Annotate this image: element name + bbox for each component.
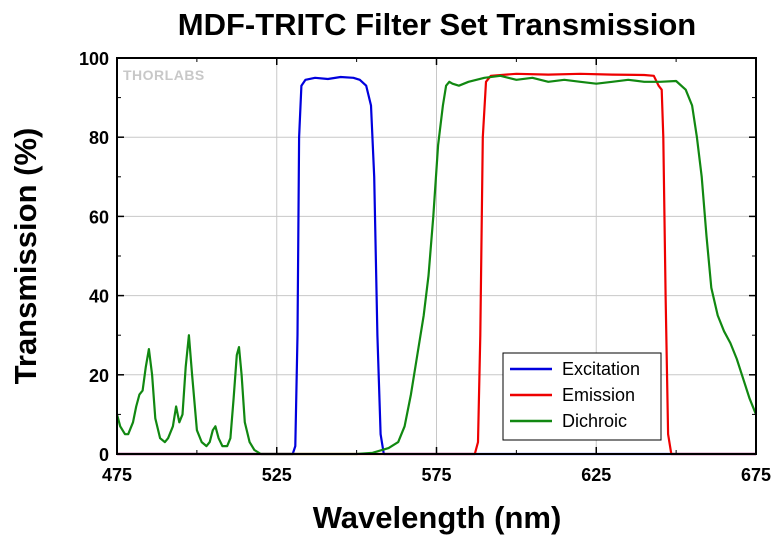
x-axis-label: Wavelength (nm) (313, 500, 562, 535)
legend-label-excitation: Excitation (562, 359, 640, 379)
y-tick-label: 20 (89, 366, 109, 386)
legend: Excitation Emission Dichroic (502, 352, 662, 441)
y-tick-label: 40 (89, 287, 109, 307)
x-tick-label: 475 (102, 465, 132, 485)
series-line-dichroic (115, 74, 758, 456)
thorlabs-watermark: THORLABS (123, 67, 205, 83)
y-tick-label: 60 (89, 207, 109, 227)
series-line-excitation (117, 75, 756, 456)
legend-box (502, 352, 662, 441)
axis-ticks: 475 525 575 625 675 0 20 40 60 80 100 (79, 49, 771, 485)
chart-title: MDF-TRITC Filter Set Transmission (178, 7, 696, 42)
x-tick-label: 525 (262, 465, 292, 485)
series-line-emission (117, 72, 756, 456)
x-tick-label: 575 (421, 465, 451, 485)
y-axis-label: Transmission (%) (8, 128, 43, 385)
legend-label-emission: Emission (562, 385, 635, 405)
series-lines (115, 72, 758, 456)
y-tick-label: 0 (99, 445, 109, 465)
grid (117, 58, 756, 454)
y-tick-label: 80 (89, 128, 109, 148)
x-tick-label: 675 (741, 465, 771, 485)
legend-label-dichroic: Dichroic (562, 411, 627, 431)
y-tick-label: 100 (79, 49, 109, 69)
x-tick-label: 625 (581, 465, 611, 485)
